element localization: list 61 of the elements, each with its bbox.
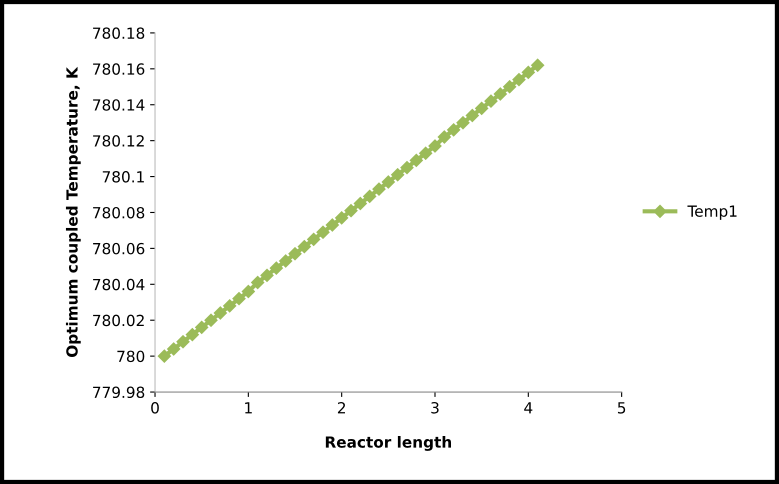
x-tick-label: 0: [151, 402, 159, 414]
y-tick-label: 780.14: [93, 99, 144, 111]
x-tick-label: 1: [245, 402, 252, 414]
y-tick-label: 780.1: [102, 171, 144, 183]
x-tick-label: 3: [431, 402, 439, 414]
point: [344, 204, 358, 218]
point: [270, 262, 283, 275]
point: [475, 102, 488, 115]
point: [167, 342, 180, 356]
point: [279, 254, 292, 268]
point: [512, 73, 526, 86]
y-axis-title: Optimum coupled Temperature, K: [66, 66, 81, 357]
y-tick-label: 779.98: [93, 386, 144, 398]
point: [326, 218, 339, 232]
point: [316, 226, 330, 239]
point: [484, 94, 498, 108]
point: [522, 66, 535, 80]
point: [466, 108, 479, 122]
legend-label: Temp1: [687, 206, 737, 220]
point: [223, 299, 236, 312]
point: [251, 276, 264, 290]
y-tick-label: 780.16: [93, 63, 144, 75]
point: [428, 139, 442, 153]
point: [335, 211, 348, 224]
point: [494, 87, 507, 101]
y-tick-label: 780.04: [93, 278, 144, 290]
y-tick-label: 780.12: [93, 135, 144, 147]
point: [298, 240, 311, 254]
point: [363, 190, 376, 203]
point: [531, 58, 544, 72]
point: [447, 123, 460, 136]
point: [410, 154, 423, 167]
point: [158, 350, 171, 363]
point: [354, 196, 367, 210]
point: [288, 247, 302, 260]
x-tick-label: 4: [524, 402, 532, 414]
point: [456, 116, 470, 130]
point: [391, 168, 404, 182]
point: [372, 182, 386, 196]
point: [186, 328, 199, 342]
point: [204, 314, 218, 327]
point: [242, 284, 255, 298]
point: [503, 80, 516, 94]
point: [232, 292, 246, 306]
y-tick-label: 780: [117, 350, 144, 362]
x-axis-title: Reactor length: [326, 436, 452, 451]
point: [400, 160, 414, 174]
y-tick-label: 780.02: [93, 314, 144, 326]
point: [214, 306, 227, 320]
point: [419, 146, 432, 160]
point: [382, 175, 395, 189]
x-tick-label: 2: [338, 402, 345, 414]
x-tick-label: 5: [618, 402, 626, 414]
point: [176, 335, 190, 348]
y-tick-label: 780.18: [93, 27, 144, 39]
y-tick-label: 780.08: [93, 206, 144, 218]
point: [260, 268, 274, 282]
point: [438, 130, 451, 144]
point: [307, 232, 320, 246]
y-tick-label: 780.06: [93, 242, 144, 254]
point: [195, 320, 208, 334]
